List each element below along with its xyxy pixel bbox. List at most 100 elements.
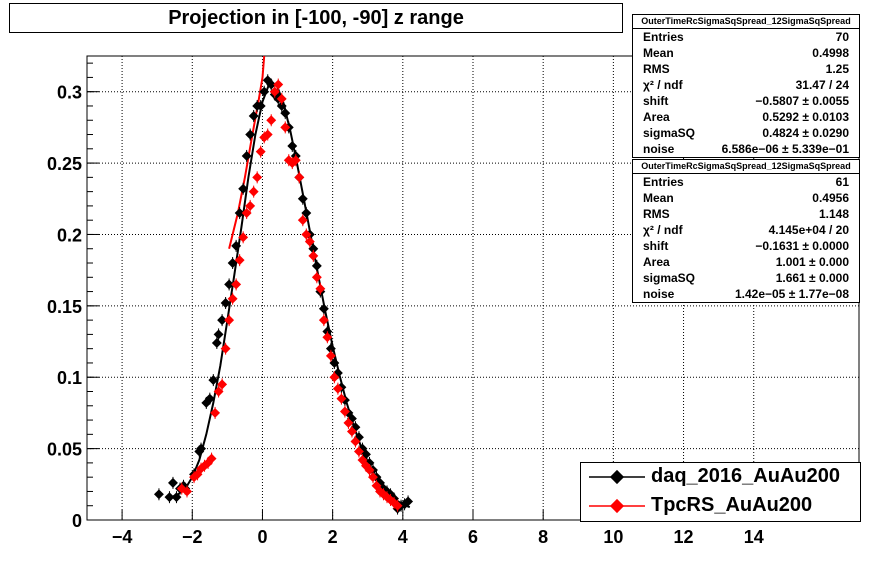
stats-label: noise <box>643 287 675 301</box>
point-daq <box>287 140 298 151</box>
point-tpc <box>346 426 357 437</box>
point-daq <box>213 329 224 340</box>
x-tick-label: 0 <box>257 527 267 547</box>
stats-value: −0.1631 ± 0.0000 <box>755 239 849 253</box>
point-daq <box>241 150 252 161</box>
stats-label: noise <box>643 142 675 156</box>
point-daq <box>153 489 164 500</box>
stats-label: sigmaSQ <box>643 271 696 285</box>
point-daq <box>164 492 175 503</box>
legend-entry-daq: daq_2016_AuAu200 <box>581 463 860 491</box>
point-tpc <box>368 472 378 483</box>
stats-label: RMS <box>643 207 670 221</box>
x-tick-label: −2 <box>182 527 203 547</box>
y-tick-label: 0.2 <box>57 225 82 245</box>
point-tpc <box>248 186 259 197</box>
stats-value: 31.47 / 24 <box>795 78 849 92</box>
stats-value: 4.145e+04 / 20 <box>768 223 849 237</box>
point-daq <box>196 443 206 454</box>
point-tpc <box>301 229 312 240</box>
stats-value: 0.4824 ± 0.0290 <box>762 126 849 140</box>
stats-row: χ² / ndf 31.47 / 24 <box>633 77 859 93</box>
point-daq <box>329 358 340 368</box>
point-tpc <box>227 293 238 304</box>
y-tick-label: 0.15 <box>47 297 82 317</box>
legend-entry-tpc: TpcRS_AuAu200 <box>581 492 860 520</box>
x-tick-label: 2 <box>328 527 338 547</box>
point-tpc <box>234 255 245 266</box>
stats-label: Mean <box>643 191 674 205</box>
point-tpc <box>392 500 403 511</box>
point-daq <box>217 315 228 326</box>
stats-label: Area <box>643 255 670 269</box>
point-tpc <box>322 332 333 343</box>
x-tick-label: −4 <box>112 527 133 547</box>
stats-value: 0.4998 <box>812 46 849 60</box>
point-daq <box>208 375 219 386</box>
point-tpc <box>210 407 221 418</box>
x-tick-label: 8 <box>538 527 548 547</box>
point-tpc <box>304 236 315 247</box>
stats-row: RMS 1.25 <box>633 61 859 77</box>
point-tpc <box>255 146 266 157</box>
stats-value: 1.42e−05 ± 1.77e−08 <box>734 287 849 301</box>
data-points <box>153 74 414 515</box>
stats-row: noise 6.586e−06 ± 5.339e−01 <box>633 141 859 157</box>
stats-label: Entries <box>643 30 684 44</box>
stats-row: Area 0.5292 ± 0.0103 <box>633 109 859 125</box>
stats-row: Entries 61 <box>633 174 859 190</box>
point-daq <box>238 183 249 194</box>
point-daq <box>403 496 414 507</box>
point-tpc <box>206 453 217 464</box>
point-daq <box>220 298 231 308</box>
point-tpc <box>290 155 301 166</box>
point-tpc <box>262 129 273 140</box>
point-tpc <box>241 208 252 218</box>
stats-label: Entries <box>643 175 684 189</box>
stats-value: 1.148 <box>818 207 849 221</box>
stats-value: 0.4956 <box>812 191 849 205</box>
point-daq <box>297 193 308 204</box>
stats-label: shift <box>643 239 669 253</box>
point-daq <box>211 338 222 348</box>
stats-label: χ² / ndf <box>643 223 683 237</box>
y-tick-label: 0.05 <box>47 440 82 460</box>
point-tpc <box>238 232 249 243</box>
stats-row: RMS 1.148 <box>633 206 859 222</box>
point-tpc <box>245 200 256 211</box>
point-tpc <box>252 172 263 183</box>
axes: −4 −2 0 2 4 6 8 10 12 14 0 0.05 0.1 0.15 0.2 0.25 0.3 <box>47 62 764 547</box>
legend-label-tpc: TpcRS_AuAu200 <box>651 494 813 516</box>
stats-row: Area 1.001 ± 0.000 <box>633 254 859 270</box>
point-tpc <box>220 343 231 354</box>
stats-box-daq: OuterTimeRcSigmaSqSpread_12SigmaSqSpread… <box>632 14 860 158</box>
stats-value: 70 <box>835 30 849 44</box>
stats-row: Mean 0.4998 <box>633 45 859 61</box>
x-tick-label: 14 <box>744 527 764 547</box>
point-tpc <box>315 283 326 294</box>
stats-label: Mean <box>643 46 674 60</box>
point-daq <box>245 129 256 140</box>
x-tick-label: 10 <box>603 527 623 547</box>
stats-row: shift −0.5807 ± 0.0055 <box>633 93 859 109</box>
point-daq <box>301 208 312 218</box>
stats-value: 1.661 ± 0.000 <box>775 271 849 285</box>
stats-label: χ² / ndf <box>643 78 683 92</box>
stats-row: sigmaSQ 1.661 ± 0.000 <box>633 270 859 286</box>
legend: daq_2016_AuAu200 TpcRS_AuAu200 <box>580 462 861 522</box>
point-tpc <box>336 393 347 404</box>
point-tpc <box>325 350 336 361</box>
x-tick-label: 6 <box>468 527 478 547</box>
stats-value: 6.586e−06 ± 5.339e−01 <box>721 142 849 156</box>
stats-label: Area <box>643 110 670 124</box>
y-tick-label: 0.3 <box>57 83 82 103</box>
point-daq <box>325 343 336 354</box>
point-daq <box>204 393 215 404</box>
y-tick-label: 0.1 <box>57 368 82 388</box>
y-tick-label: 0.25 <box>47 154 82 174</box>
stats-row: shift −0.1631 ± 0.0000 <box>633 238 859 254</box>
point-daq <box>308 243 319 254</box>
point-tpc <box>297 215 308 226</box>
stats-box-name: OuterTimeRcSigmaSqSpread_12SigmaSqSpread <box>633 160 859 174</box>
chart-title: Projection in [-100, -90] z range <box>9 3 623 33</box>
